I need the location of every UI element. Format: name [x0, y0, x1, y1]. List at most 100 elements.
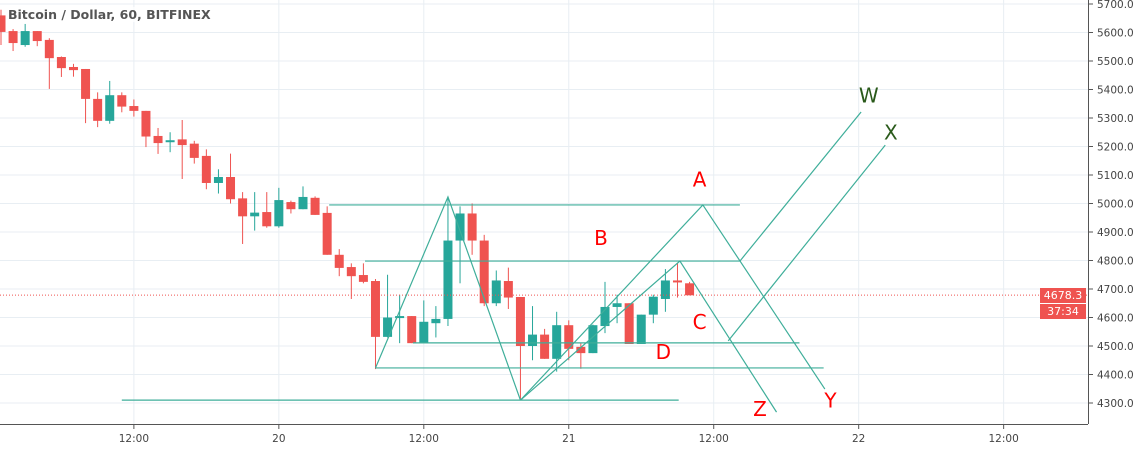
x-line	[727, 144, 886, 342]
candle-body	[552, 325, 562, 359]
candle-body	[32, 31, 42, 42]
price-tick-label: 4800.0	[1097, 256, 1134, 268]
wave-label-x: X	[884, 120, 898, 144]
wave-labels: A B CD Z Y WX	[594, 83, 898, 421]
b-wave-line	[520, 260, 778, 413]
candle-body	[515, 296, 525, 346]
candle-body	[576, 346, 586, 354]
chart-title: Bitcoin / Dollar, 60, BITFINEX	[8, 7, 211, 22]
candle-body	[129, 106, 139, 111]
candle-body	[395, 316, 405, 319]
wave-label-c: C	[693, 310, 707, 334]
time-tick-label: 22	[852, 433, 865, 445]
time-tick-label: 12:00	[409, 433, 439, 445]
candle-body	[177, 139, 187, 146]
price-tick-label: 4700.0	[1097, 284, 1134, 296]
bar-countdown-label: 37:34	[1040, 304, 1086, 320]
candle-body	[105, 95, 115, 121]
candle-body	[503, 281, 513, 298]
candle-body	[491, 280, 501, 304]
drawings[interactable]	[121, 111, 886, 413]
candle-body	[479, 240, 489, 304]
candle-body	[624, 303, 634, 345]
candle-body	[153, 135, 163, 144]
candle-body	[588, 325, 598, 354]
time-tick-label: 12:00	[989, 433, 1019, 445]
candle-body	[467, 213, 477, 241]
candle-body	[238, 198, 248, 217]
candle-body	[564, 325, 574, 349]
candle-body	[81, 68, 91, 99]
time-axis[interactable]	[0, 424, 1088, 449]
price-tick-label: 5200.0	[1097, 142, 1134, 154]
candle-body	[672, 280, 682, 283]
price-tick-label: 4400.0	[1097, 370, 1134, 382]
candle-body	[20, 31, 30, 46]
candle-body	[419, 321, 429, 344]
wave-label-z: Z	[753, 397, 767, 421]
candle-body	[0, 15, 6, 32]
candle-body	[8, 31, 18, 44]
wave-label-d: D	[656, 340, 671, 364]
candle-body	[298, 196, 308, 210]
candle-body	[443, 240, 453, 319]
wave-label-y: Y	[823, 388, 837, 412]
price-tick-label: 5000.0	[1097, 199, 1134, 211]
candles	[0, 9, 695, 401]
candle-body	[310, 197, 320, 215]
price-axis[interactable]	[1088, 0, 1136, 449]
candle-body	[370, 281, 380, 337]
candle-body	[226, 176, 236, 200]
candle-body	[189, 143, 199, 158]
zigzag-line	[374, 195, 522, 401]
candle-body	[431, 318, 441, 324]
price-tick-label: 5600.0	[1097, 28, 1134, 40]
candle-body	[286, 202, 296, 210]
price-tick-label: 5400.0	[1097, 85, 1134, 97]
price-tick-label: 5300.0	[1097, 113, 1134, 125]
candle-body	[648, 296, 658, 315]
price-tick-label: 5100.0	[1097, 170, 1134, 182]
candle-body	[68, 66, 78, 71]
wave-label-b: B	[594, 226, 608, 250]
price-tick-label: 4600.0	[1097, 313, 1134, 325]
candle-body	[660, 280, 670, 299]
candle-body	[540, 334, 550, 359]
candle-body	[250, 212, 260, 217]
a-wave-line	[520, 203, 826, 401]
candle-body	[213, 176, 223, 183]
candle-body	[201, 155, 211, 183]
price-axis-ticks: 4300.0 4400.0 4500.0 4600.0 4700.0 4800.0 4900…	[1088, 0, 1134, 410]
candle-body	[141, 110, 151, 137]
candle-body	[358, 275, 368, 282]
candle-body	[455, 213, 465, 241]
candle-body	[407, 316, 417, 344]
time-axis-ticks: 12:00 20 12:00 21 12:00 22 12:00	[119, 424, 1019, 445]
price-tick-label: 4900.0	[1097, 227, 1134, 239]
price-tick-label: 4500.0	[1097, 341, 1134, 353]
price-tick-label: 5700.0	[1097, 0, 1134, 11]
w-line	[739, 111, 862, 262]
time-tick-label: 12:00	[699, 433, 729, 445]
candle-body	[117, 95, 127, 107]
candle-body	[93, 98, 103, 121]
time-tick-label: 21	[562, 433, 575, 445]
candle-body	[346, 267, 356, 277]
candle-body	[274, 200, 284, 227]
candle-body	[44, 39, 54, 59]
time-tick-label: 20	[272, 433, 285, 445]
candle-body	[56, 57, 66, 69]
candle-body	[383, 317, 393, 337]
candle-body	[165, 140, 175, 143]
candle-body	[612, 303, 622, 307]
candle-body	[685, 283, 695, 296]
wave-label-w: W	[859, 83, 879, 107]
last-price-label: 4678.3	[1040, 287, 1086, 303]
price-tick-label: 4300.0	[1097, 398, 1134, 410]
candle-body	[262, 212, 272, 227]
time-tick-label: 12:00	[119, 433, 149, 445]
candle-body	[600, 306, 610, 327]
candle-body	[322, 212, 332, 255]
candle-body	[636, 314, 646, 345]
